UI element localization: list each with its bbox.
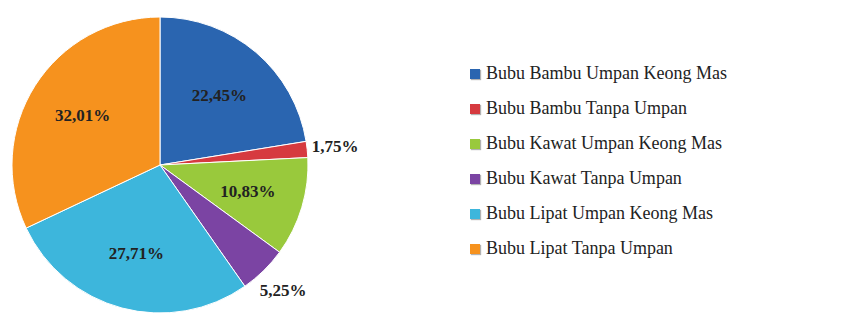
svg-text:10,83%: 10,83% <box>220 182 275 201</box>
svg-text:5,25%: 5,25% <box>260 281 307 300</box>
html-text:Bubu Kawat Tanpa Umpan: Bubu Kawat Tanpa Umpan <box>486 168 682 188</box>
html-text:Bubu Bambu Tanpa Umpan: Bubu Bambu Tanpa Umpan <box>486 98 687 118</box>
html-text:Bubu Kawat Umpan Keong Mas: Bubu Kawat Umpan Keong Mas <box>486 133 722 153</box>
html-text:Bubu Lipat Umpan Keong Mas: Bubu Lipat Umpan Keong Mas <box>486 203 713 223</box>
html-text:Bubu Bambu Umpan Keong Mas: Bubu Bambu Umpan Keong Mas <box>486 63 727 83</box>
svg-text:22,45%: 22,45% <box>192 86 247 105</box>
svg-text:1,75%: 1,75% <box>312 137 359 156</box>
svg-text:27,71%: 27,71% <box>109 244 164 263</box>
html-text:Bubu Lipat Tanpa Umpan: Bubu Lipat Tanpa Umpan <box>486 238 673 258</box>
svg-text:32,01%: 32,01% <box>55 106 110 125</box>
